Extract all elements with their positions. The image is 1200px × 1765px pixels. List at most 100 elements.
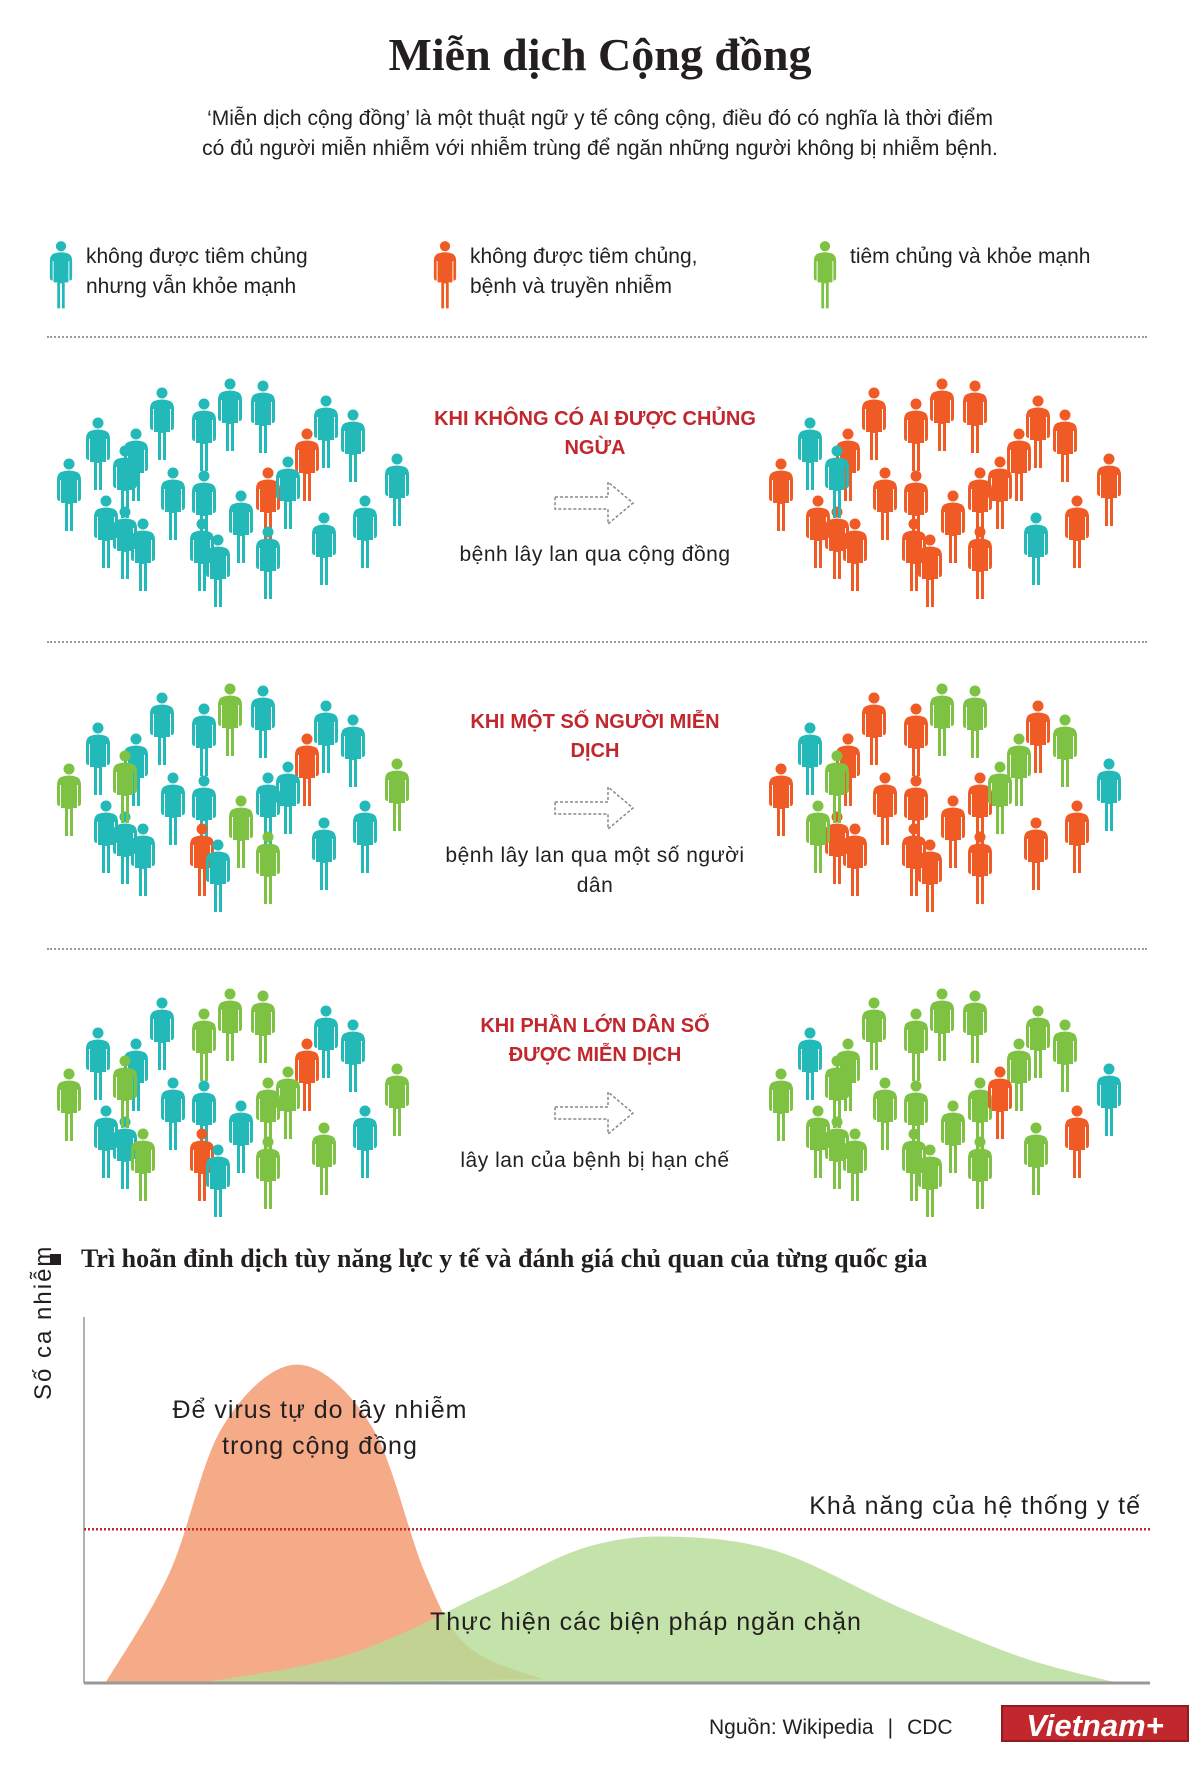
person-icon [986,456,1014,530]
person-icon [966,772,994,846]
person-icon [310,512,338,586]
person-icon [339,1019,367,1093]
person-icon [148,692,176,766]
person-icon [188,823,216,897]
person-icon [190,775,218,849]
person-icon [339,714,367,788]
person-icon [274,456,302,530]
person-icon [293,733,321,807]
scenario-caption: bệnh lây lan qua một số người dân [445,844,745,897]
person-icon [767,763,795,837]
scenario-caption: bệnh lây lan qua cộng đồng [459,543,731,566]
person-icon [111,1055,139,1129]
area-controlled [201,1536,1119,1683]
person-icon [796,722,824,796]
divider [47,336,1147,338]
separator: | [887,1716,894,1739]
person-icon [351,800,379,874]
person-icon [916,534,944,608]
person-icon [249,685,277,759]
person-icon [939,490,967,564]
person-icon [84,417,112,491]
person-icon [986,761,1014,835]
person-icon [216,378,244,452]
person-icon [293,428,321,502]
person-icon [188,1128,216,1202]
person-icon [1005,1038,1033,1112]
person-icon [804,495,832,569]
person-icon [961,990,989,1064]
person-icon [249,990,277,1064]
person-icon [254,831,282,905]
person-icon [902,1008,930,1082]
person-icon [860,997,888,1071]
section-heading-text: Trì hoãn đỉnh dịch tùy năng lực y tế và … [81,1244,928,1273]
person-icon [351,495,379,569]
person-icon [804,1105,832,1179]
person-icon [254,467,282,541]
person-icon [902,703,930,777]
person-icon [812,238,838,312]
person-icon [823,1055,851,1129]
person-icon [966,1077,994,1151]
person-icon [254,1077,282,1151]
person-icon [383,758,411,832]
person-icon [432,238,458,312]
person-icon [767,1068,795,1142]
legend-label: tiêm chủng và khỏe mạnh [850,245,1091,268]
person-icon [767,458,795,532]
person-icon [966,831,994,905]
person-icon [216,988,244,1062]
person-icon [274,1066,302,1140]
person-icon [1095,758,1123,832]
person-icon [796,417,824,491]
divider [47,641,1147,643]
bullet-icon [50,1253,61,1265]
person-icon [939,1100,967,1174]
source-footer: Nguồn: Wikipedia | CDC [709,1716,953,1740]
legend-item-orange: không được tiêm chủng, bệnh và truyền nh… [432,238,740,312]
person-icon [204,839,232,913]
person-icon [841,1128,869,1202]
person-icon [92,800,120,874]
divider [47,948,1147,950]
person-icon [823,445,851,519]
person-icon [900,518,928,592]
legend-label: không được tiêm chủng, bệnh và truyền nh… [470,245,698,298]
legend-item-green: tiêm chủng và khỏe mạnh [812,238,1150,312]
person-icon [966,526,994,600]
person-icon [1095,453,1123,527]
vietnamplus-logo: Vietnam+ [1001,1705,1189,1743]
person-icon [928,683,956,757]
person-icon [1051,1019,1079,1093]
person-icon [1024,1005,1052,1079]
person-icon [966,467,994,541]
person-icon [1024,700,1052,774]
person-icon [129,1128,157,1202]
series-label-uncontrolled: Để virus tự do lây nhiễm trong cộng đồng [172,1396,468,1460]
person-icon [916,839,944,913]
scenario-heading: KHI MỘT SỐ NGƯỜI MIỄN DỊCH [470,711,720,762]
person-icon [190,470,218,544]
person-icon [159,1077,187,1151]
person-icon [1095,1063,1123,1137]
person-icon [159,467,187,541]
person-icon [312,395,340,469]
person-icon [254,772,282,846]
person-icon [871,1077,899,1151]
person-icon [249,380,277,454]
person-icon [939,795,967,869]
person-icon [1022,512,1050,586]
person-icon [1022,817,1050,891]
page-title: Miễn dịch Cộng đồng [388,29,812,80]
person-icon [841,823,869,897]
person-icon [55,763,83,837]
source-text-2: CDC [907,1716,953,1739]
area-uncontrolled [105,1364,543,1683]
person-icon [254,1136,282,1210]
person-icon [860,387,888,461]
person-icon [216,683,244,757]
person-icon [204,534,232,608]
person-icon [966,1136,994,1210]
person-icon [310,1122,338,1196]
